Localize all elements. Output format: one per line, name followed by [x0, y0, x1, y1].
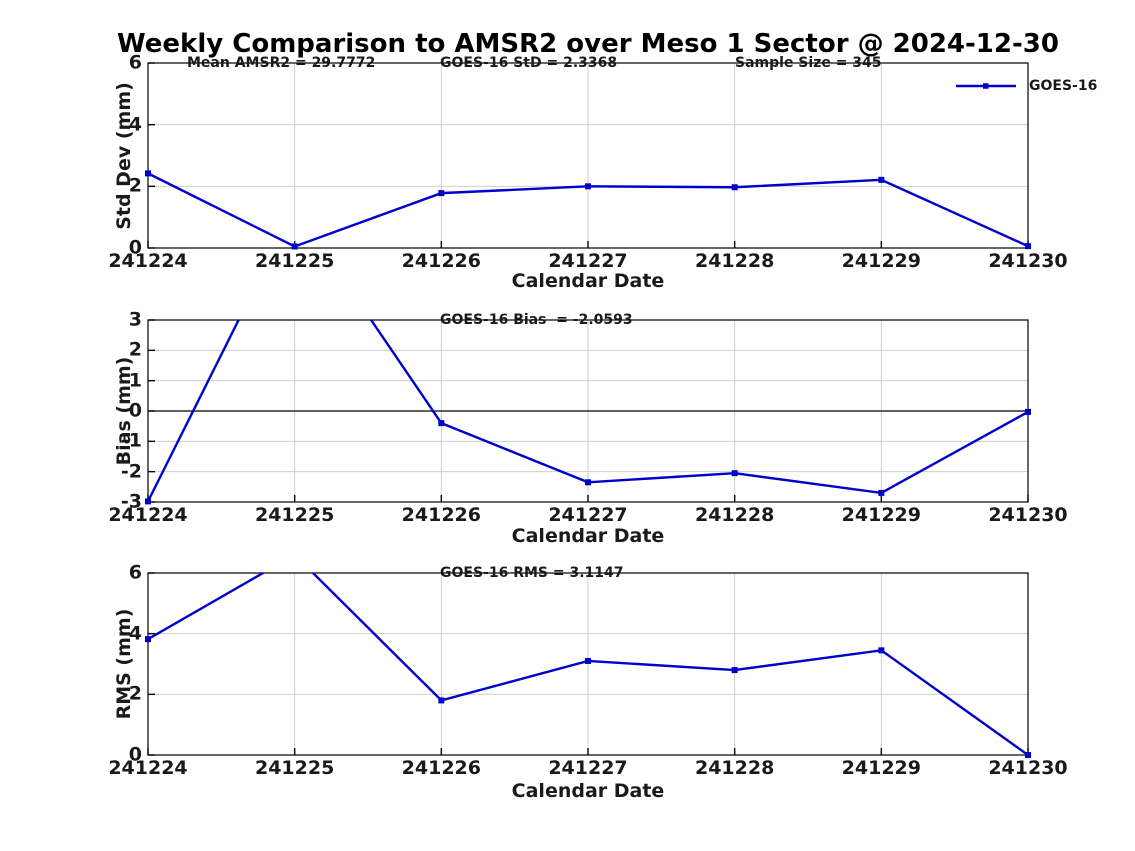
legend: GOES-16: [955, 78, 1097, 94]
figure-title: Weekly Comparison to AMSR2 over Meso 1 S…: [117, 29, 1059, 59]
xlabel-bias: Calendar Date: [511, 525, 665, 547]
annotation-goes16-rms: GOES-16 RMS = 3.1147: [440, 565, 624, 581]
legend-label: GOES-16: [1029, 78, 1098, 94]
annotation-mean-amsr2: Mean AMSR2 = 29.7772: [187, 55, 376, 71]
annotation-goes16-bias: GOES-16 Bias = -2.0593: [440, 312, 633, 328]
annotation-sample-size: Sample Size = 345: [735, 55, 882, 71]
ylabel-bias: Bias (mm): [113, 356, 135, 466]
legend-line-sample: [956, 83, 1016, 89]
annotation-goes16-std: GOES-16 StD = 2.3368: [440, 55, 618, 71]
xlabel-std-dev: Calendar Date: [511, 270, 665, 292]
xlabel-rms: Calendar Date: [511, 780, 665, 802]
ylabel-std-dev: Std Dev (mm): [113, 82, 135, 230]
ylabel-rms: RMS (mm): [113, 608, 135, 720]
